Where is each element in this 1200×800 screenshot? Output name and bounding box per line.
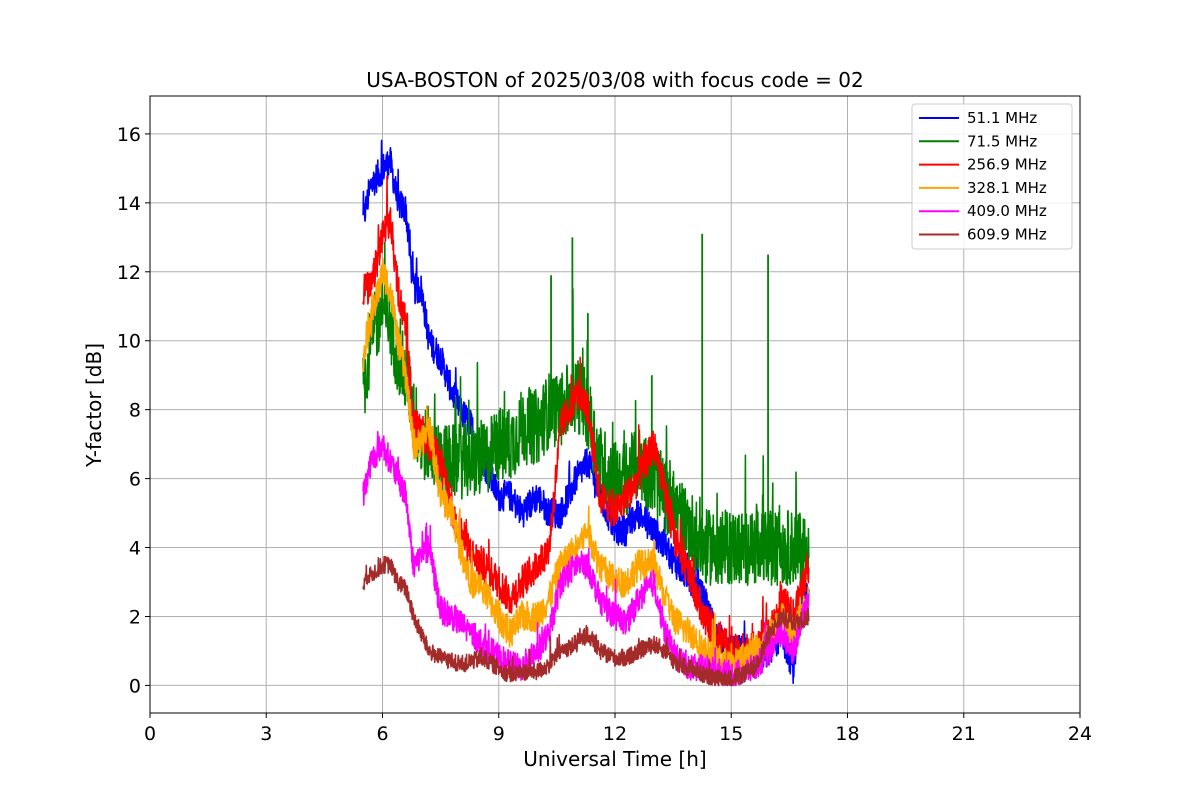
- series-71-5-mhz: [362, 233, 810, 586]
- x-tick-label: 21: [952, 723, 976, 745]
- y-axis-ticks: 0 2 4 6 8 10 12 14 16: [117, 124, 150, 697]
- x-tick-label: 6: [376, 723, 388, 745]
- series-256-9-mhz: [362, 175, 810, 669]
- x-tick-label: 0: [144, 723, 156, 745]
- x-tick-label: 12: [603, 723, 627, 745]
- legend-entry-label: 409.0 MHz: [967, 202, 1047, 220]
- legend-entry-label: 609.9 MHz: [967, 226, 1047, 244]
- chart-title: USA-BOSTON of 2025/03/08 with focus code…: [366, 68, 863, 92]
- y-tick-label: 14: [117, 193, 141, 215]
- y-tick-label: 8: [129, 400, 141, 422]
- legend: 51.1 MHz 71.5 MHz 256.9 MHz 328.1 MHz 40…: [911, 103, 1073, 250]
- legend-box: [911, 103, 1073, 250]
- series-609-9-mhz: [362, 555, 810, 687]
- y-axis-label: Y-factor [dB]: [82, 343, 106, 468]
- y-tick-label: 4: [129, 538, 141, 560]
- x-tick-label: 3: [260, 723, 272, 745]
- legend-entry-label: 71.5 MHz: [967, 132, 1037, 150]
- legend-entry-label: 256.9 MHz: [967, 156, 1047, 174]
- y-tick-label: 2: [129, 606, 141, 628]
- x-axis-label: Universal Time [h]: [523, 747, 706, 771]
- y-tick-label: 16: [117, 124, 141, 146]
- series-line: [362, 555, 810, 687]
- y-tick-label: 6: [129, 469, 141, 491]
- series-layer: [362, 139, 810, 687]
- series-line: [362, 139, 810, 684]
- series-51-1-mhz: [362, 139, 810, 684]
- series-328-1-mhz: [362, 258, 810, 683]
- x-tick-label: 9: [493, 723, 505, 745]
- series-line: [362, 175, 810, 669]
- x-tick-label: 24: [1068, 723, 1092, 745]
- legend-entry-label: 328.1 MHz: [967, 179, 1047, 197]
- y-tick-label: 0: [129, 675, 141, 697]
- x-axis-ticks: 0 3 6 9 12 15 18 21 24: [144, 713, 1092, 745]
- series-line: [362, 258, 810, 683]
- legend-entry-label: 51.1 MHz: [967, 109, 1037, 127]
- x-tick-label: 18: [835, 723, 859, 745]
- x-tick-label: 15: [719, 723, 743, 745]
- y-tick-label: 10: [117, 331, 141, 353]
- y-tick-label: 12: [117, 262, 141, 284]
